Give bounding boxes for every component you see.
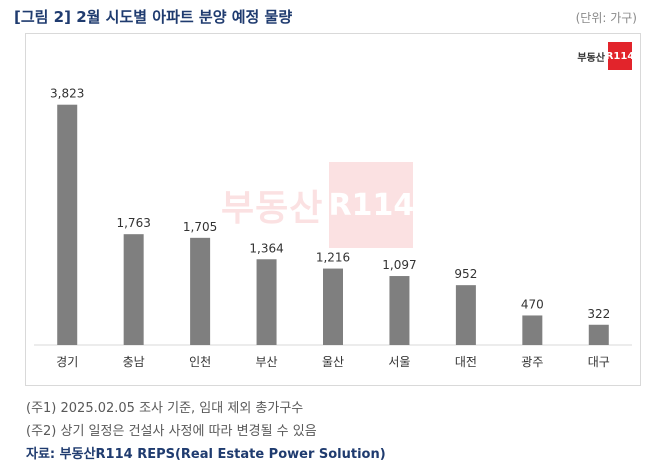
footnote-1: (주1) 2025.02.05 조사 기준, 임대 제외 총가구수 [26, 401, 304, 416]
unit-label: (단위: 가구) [575, 11, 637, 25]
data-label-1: 1,763 [116, 216, 150, 230]
bar-2 [190, 237, 211, 345]
data-label-5: 1,097 [382, 258, 416, 272]
category-label-3: 부산 [256, 355, 278, 369]
data-label-0: 3,823 [50, 87, 84, 101]
category-label-5: 서울 [388, 355, 410, 369]
category-label-2: 인천 [189, 354, 211, 369]
footnote-2: (주2) 상기 일정은 건설사 사정에 따라 변경될 수 있음 [26, 424, 317, 439]
logo-mark: R114 [606, 42, 634, 70]
category-label-8: 대구 [588, 355, 610, 369]
bar-1 [123, 234, 144, 345]
chart-title: [그림 2] 2월 시도별 아파트 분양 예정 물량 [14, 8, 293, 26]
data-label-2: 1,705 [183, 220, 217, 234]
source-line: 자료: 부동산R114 REPS(Real Estate Power Solut… [26, 447, 386, 462]
chart-area: 부동산 R114 부동산 R114 3,823 경기 1,763 충남 1,705 인천 1… [25, 33, 641, 386]
bar-6 [455, 285, 476, 345]
category-label-1: 충남 [123, 355, 145, 369]
bar-3 [256, 259, 277, 345]
bar-4 [323, 268, 343, 345]
data-label-3: 1,364 [249, 241, 283, 255]
category-label-6: 대전 [455, 355, 477, 369]
data-label-6: 952 [454, 267, 477, 281]
logo-text: 부동산 [577, 52, 605, 64]
bar-0 [57, 104, 78, 345]
bar-8 [588, 324, 609, 345]
bar-7 [522, 315, 543, 345]
data-label-4: 1,216 [316, 251, 350, 265]
category-label-7: 광주 [521, 355, 543, 369]
category-label-4: 울산 [322, 355, 344, 369]
data-label-7: 470 [521, 297, 544, 311]
data-label-8: 322 [587, 307, 610, 321]
bar-chart: 3,823 경기 1,763 충남 1,705 인천 1,364 부산 1,216 울산 1,097… [34, 87, 632, 369]
bar-5 [389, 276, 410, 345]
category-label-0: 경기 [56, 355, 78, 369]
brand-logo: 부동산 R114 [577, 42, 634, 70]
